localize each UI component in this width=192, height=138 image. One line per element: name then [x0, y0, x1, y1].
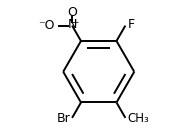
- Text: Br: Br: [57, 112, 70, 125]
- Text: ⁻O: ⁻O: [39, 19, 55, 32]
- Text: CH₃: CH₃: [127, 112, 149, 125]
- Text: +: +: [71, 18, 79, 27]
- Text: O: O: [67, 6, 77, 19]
- Text: F: F: [128, 18, 135, 31]
- Text: N: N: [67, 18, 77, 31]
